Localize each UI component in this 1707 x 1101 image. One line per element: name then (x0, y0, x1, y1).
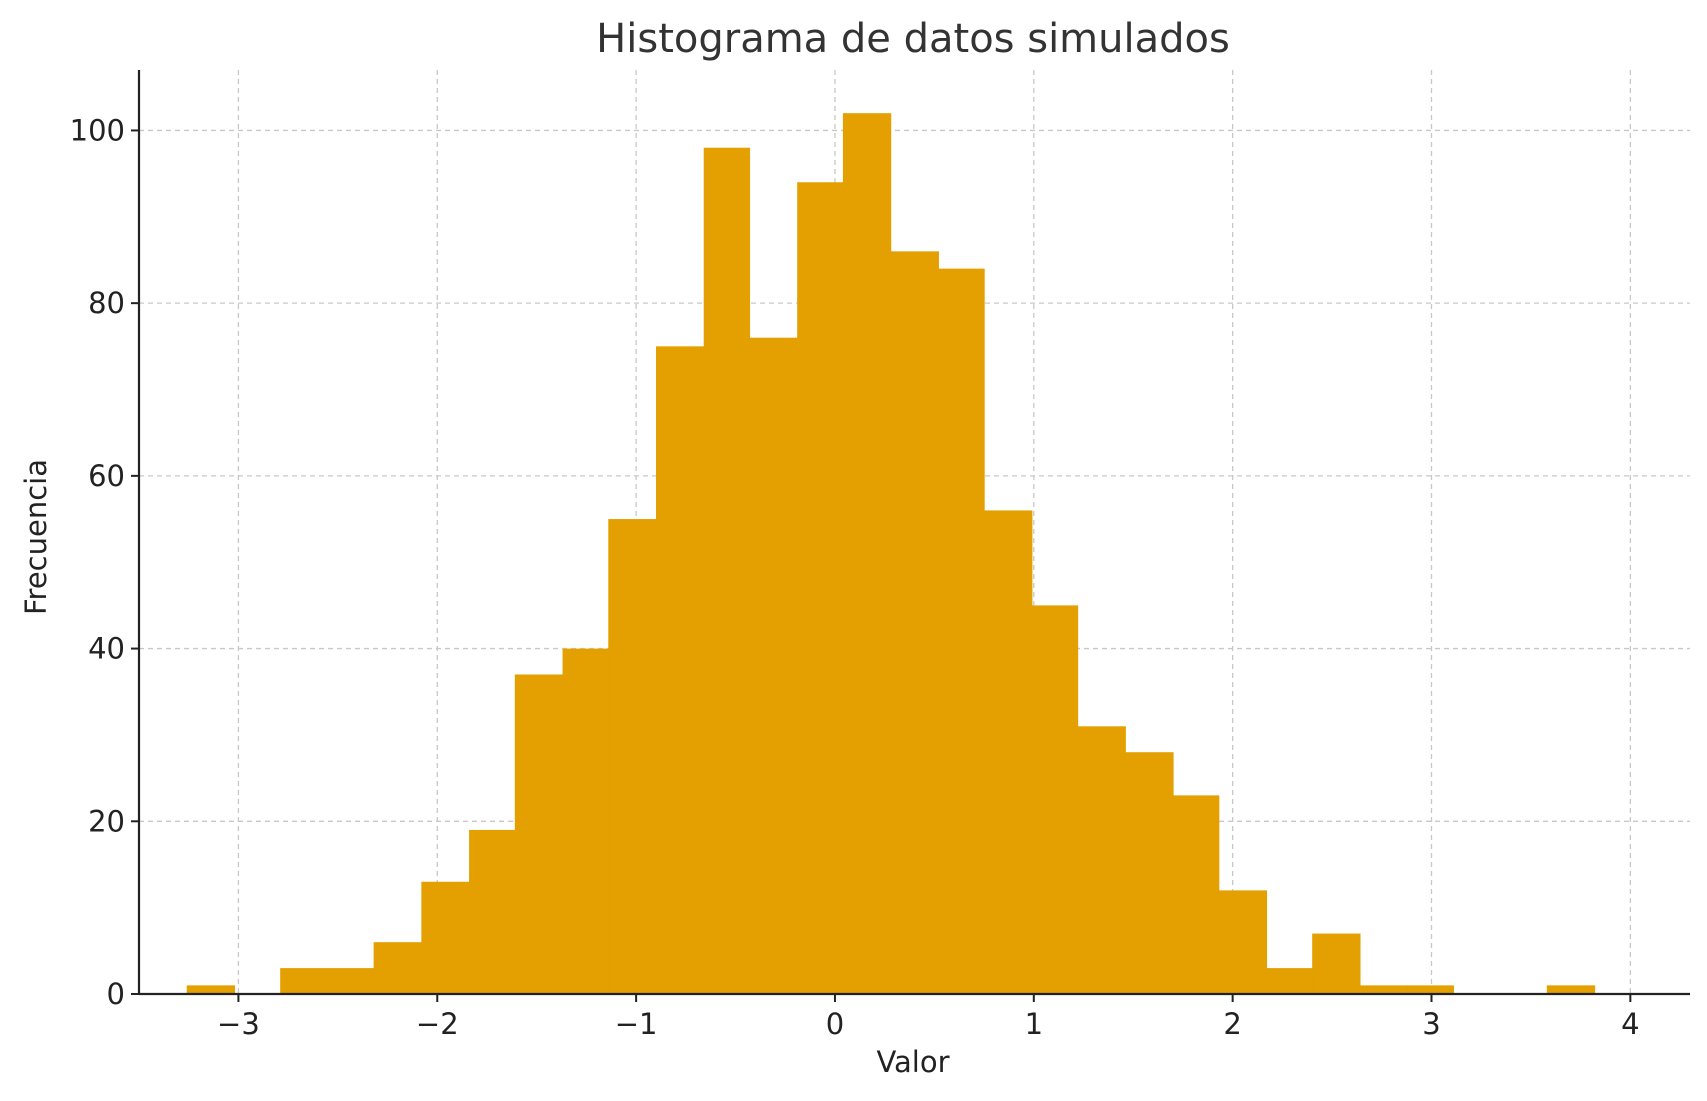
histogram-bar (890, 251, 939, 994)
histogram-bar (1312, 933, 1361, 994)
histogram-bar (797, 182, 844, 994)
x-tick-label: 1 (1025, 1007, 1043, 1041)
histogram-bar (1407, 985, 1454, 994)
y-tick-label: 0 (107, 977, 125, 1011)
histogram-bar (1218, 890, 1268, 994)
histogram-bar (703, 147, 751, 995)
histogram-bar (186, 985, 236, 994)
histogram-bar (421, 881, 470, 994)
x-tick-label: −3 (217, 1007, 260, 1041)
histogram-bar (842, 113, 892, 995)
x-tick-label: −2 (416, 1007, 459, 1041)
x-tick-label: 0 (826, 1007, 844, 1041)
x-tick-label: 4 (1621, 1007, 1639, 1041)
histogram-bar (608, 519, 657, 994)
x-tick-label: 2 (1223, 1007, 1241, 1041)
y-tick-label: 40 (88, 632, 125, 666)
histogram-bar (1546, 985, 1596, 994)
histogram-bar (373, 942, 422, 994)
y-axis-label: Frecuencia (19, 459, 53, 615)
histogram-bar (327, 968, 375, 994)
histogram-bar (1031, 605, 1079, 994)
histogram-bar (280, 968, 329, 994)
x-tick-label: 3 (1422, 1007, 1440, 1041)
x-axis-label: Valor (876, 1045, 949, 1079)
histogram-bars (186, 113, 1596, 995)
y-tick-label: 100 (70, 113, 125, 147)
chart-title: Histograma de datos simulados (596, 16, 1230, 62)
histogram-bar (1359, 985, 1409, 994)
histogram-bar (1125, 752, 1174, 994)
histogram-bar (749, 337, 798, 994)
histogram-bar (1077, 726, 1126, 994)
x-tick-label: −1 (615, 1007, 658, 1041)
histogram-bar (514, 674, 564, 994)
histogram-bar (656, 346, 705, 995)
histogram-bar (1266, 968, 1313, 994)
histogram-bar (562, 648, 609, 994)
histogram-bar (984, 510, 1033, 994)
y-tick-label: 20 (88, 804, 125, 838)
y-tick-label: 80 (88, 286, 125, 320)
histogram-bar (938, 268, 985, 994)
histogram-bar (1173, 795, 1220, 994)
y-tick-label: 60 (88, 459, 125, 493)
histogram-bar (469, 829, 516, 994)
axes (131, 70, 1690, 1002)
